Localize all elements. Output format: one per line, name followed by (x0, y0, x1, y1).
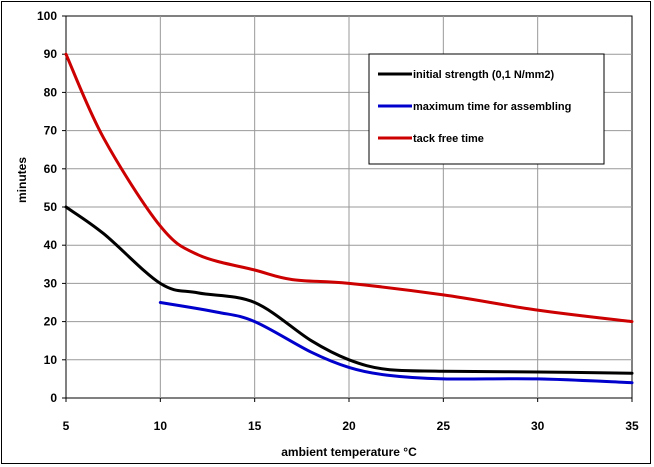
legend-box (368, 53, 605, 165)
series-line-maximum-time-for-assembling (158, 301, 634, 385)
legend-label: initial strength (0,1 N/mm2) (413, 69, 555, 81)
x-tick-label: 30 (531, 419, 545, 433)
y-tick-label: 80 (44, 85, 58, 99)
y-tick-label: 20 (44, 315, 58, 329)
x-axis-title: ambient temperature °C (281, 445, 417, 459)
legend-items: initial strength (0,1 N/mm2) maximum time… (378, 69, 571, 145)
x-tick-label: 5 (63, 419, 70, 433)
y-tick-label: 50 (44, 200, 58, 214)
y-tick-label: 100 (37, 9, 57, 23)
y-axis-ticks: 0 10 20 30 40 50 60 70 80 90 100 (37, 9, 66, 405)
x-tick-label: 10 (154, 419, 168, 433)
x-axis-ticks: 5 10 15 20 25 30 35 (63, 398, 639, 433)
y-tick-label: 60 (44, 162, 58, 176)
series-line-initial-strength-0-1-n-mm2 (64, 205, 634, 375)
series-lines (64, 52, 634, 385)
y-tick-label: 10 (44, 353, 58, 367)
series-line-tack-free-time (64, 52, 634, 324)
gridlines (66, 16, 632, 398)
y-tick-label: 40 (44, 238, 58, 252)
y-axis-title: minutes (15, 157, 29, 203)
legend: initial strength (0,1 N/mm2) maximum time… (368, 53, 605, 165)
legend-label: maximum time for assembling (413, 101, 571, 113)
x-tick-label: 20 (342, 419, 356, 433)
x-tick-label: 25 (437, 419, 451, 433)
x-tick-label: 15 (248, 419, 262, 433)
y-tick-label: 0 (50, 391, 57, 405)
x-tick-label: 35 (625, 419, 639, 433)
y-tick-label: 90 (44, 47, 58, 61)
y-tick-label: 70 (44, 124, 58, 138)
legend-label: tack free time (413, 133, 484, 145)
y-tick-label: 30 (44, 276, 58, 290)
